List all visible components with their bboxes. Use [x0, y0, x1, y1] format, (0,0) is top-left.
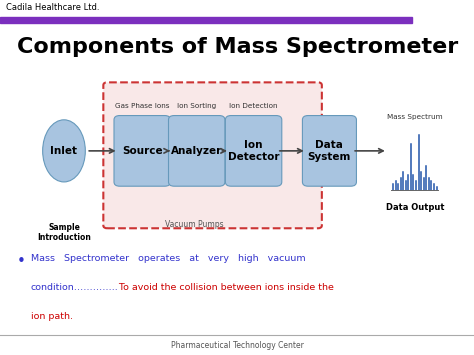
Text: Gas Phase Ions: Gas Phase Ions	[115, 103, 169, 109]
Text: To avoid the collision between ions inside the: To avoid the collision between ions insi…	[116, 283, 334, 292]
Text: Vacuum Pumps: Vacuum Pumps	[165, 220, 224, 229]
Ellipse shape	[43, 120, 85, 182]
Text: Ion Detection: Ion Detection	[229, 103, 278, 109]
Text: Inlet: Inlet	[51, 146, 77, 156]
Bar	[0, 17, 412, 23]
FancyBboxPatch shape	[226, 116, 282, 186]
FancyBboxPatch shape	[114, 116, 170, 186]
Text: condition…………..: condition…………..	[31, 283, 118, 292]
Text: Analyzer: Analyzer	[171, 146, 222, 156]
Text: Mass   Spectrometer   operates   at   very   high   vacuum: Mass Spectrometer operates at very high …	[31, 254, 305, 263]
Text: Data
System: Data System	[308, 140, 351, 162]
Text: Ion Sorting: Ion Sorting	[177, 103, 216, 109]
Text: Pharmaceutical Technology Center: Pharmaceutical Technology Center	[171, 340, 303, 350]
Text: Components of Mass Spectrometer: Components of Mass Spectrometer	[17, 37, 458, 57]
Text: ion path.: ion path.	[31, 312, 73, 321]
FancyBboxPatch shape	[169, 116, 225, 186]
Text: Source: Source	[122, 146, 163, 156]
FancyBboxPatch shape	[302, 116, 356, 186]
Text: Ion
Detector: Ion Detector	[228, 140, 279, 162]
Bar	[0, 0, 474, 14]
Text: •: •	[17, 254, 26, 269]
Text: Data Output: Data Output	[385, 203, 444, 212]
FancyBboxPatch shape	[103, 82, 322, 228]
Text: Cadila Healthcare Ltd.: Cadila Healthcare Ltd.	[6, 3, 99, 12]
Text: Sample
Introduction: Sample Introduction	[37, 223, 91, 242]
Text: Mass Spectrum: Mass Spectrum	[387, 114, 443, 120]
